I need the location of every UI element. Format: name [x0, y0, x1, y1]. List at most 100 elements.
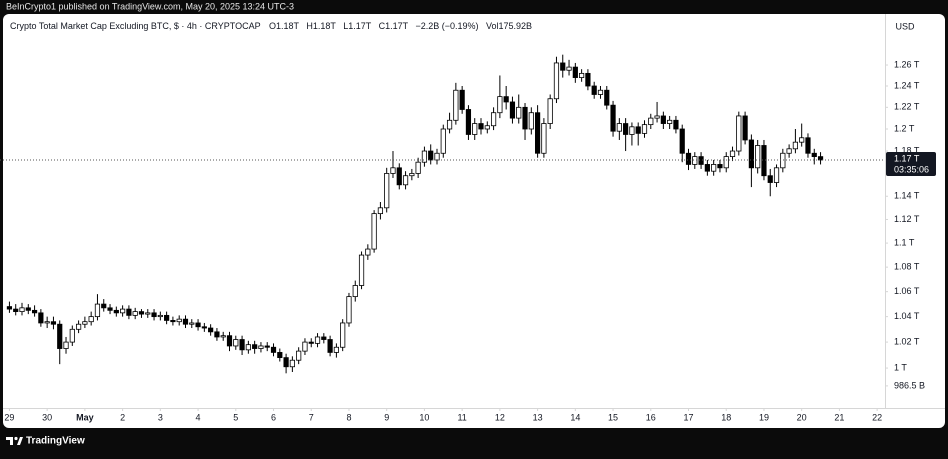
candle-body — [698, 156, 704, 165]
candle-body — [535, 112, 541, 154]
y-tick-label: 986.5 B — [894, 380, 925, 390]
candle-body — [264, 345, 270, 348]
candle-body — [591, 85, 597, 95]
candle-body — [610, 104, 616, 132]
price-label-box — [886, 151, 936, 176]
candle-body — [453, 89, 459, 121]
candle-body — [126, 308, 132, 316]
y-tick-label: 1.1 T — [894, 237, 915, 247]
candle-body — [283, 357, 289, 368]
candle-body — [465, 109, 472, 135]
candle-body — [673, 119, 679, 130]
candle-body — [233, 339, 239, 347]
candle-body — [402, 175, 409, 186]
candle-body — [660, 115, 666, 124]
x-tick-label: 9 — [384, 412, 389, 422]
candle-body — [44, 321, 50, 324]
footer-brand: TradingView — [26, 436, 85, 447]
candle-body — [214, 331, 220, 338]
y-tick-label: 1.26 T — [894, 59, 920, 69]
legend-high: H1.18T — [306, 21, 336, 31]
legend-close: C1.17T — [379, 21, 409, 31]
candle-body — [415, 161, 421, 174]
candle-body — [503, 96, 509, 103]
candle-body — [226, 335, 233, 347]
y-tick-label: 1.22 T — [894, 102, 920, 112]
candle-body — [308, 341, 314, 344]
y-tick-label: 1.06 T — [894, 286, 920, 296]
candle-body — [755, 145, 761, 169]
candle-body — [566, 66, 572, 71]
y-tick-label: 1.2 T — [894, 123, 915, 133]
legend-volume: Vol175.92B — [486, 21, 532, 31]
x-tick-label: 8 — [346, 412, 351, 422]
candle-body — [38, 312, 44, 324]
candle-body — [446, 119, 453, 130]
candle-body — [516, 106, 522, 119]
y-tick-label: 1.14 T — [894, 191, 920, 201]
x-tick-label: 13 — [533, 412, 543, 422]
candle-body — [572, 66, 578, 78]
x-tick-label: 30 — [42, 412, 52, 422]
candle-body — [421, 150, 428, 163]
candle-body — [57, 323, 63, 349]
y-tick-label: 1.24 T — [894, 80, 920, 90]
logo-mark — [17, 437, 23, 445]
published-note: BeInCrypto1 published on TradingView.com… — [6, 1, 294, 11]
y-tick-label: 1.08 T — [894, 262, 920, 272]
candle-body — [509, 101, 516, 119]
candle-body — [176, 318, 182, 323]
candle-body — [94, 303, 101, 318]
candle-body — [440, 128, 446, 154]
candle-body — [817, 156, 824, 161]
axes: 1.26 T1.24 T1.22 T1.2 T1.18 T1.16 T1.14 … — [4, 59, 936, 422]
candle-body — [208, 327, 214, 333]
x-tick-label: 7 — [309, 412, 314, 422]
candle-body — [522, 106, 528, 130]
candle-body — [164, 314, 170, 321]
legend-open: O1.18T — [269, 21, 300, 31]
candle-body — [629, 126, 635, 135]
candle-body — [490, 112, 497, 127]
candle-body — [63, 341, 69, 349]
candle-body — [151, 312, 157, 318]
candle-body — [157, 314, 163, 318]
candle-body — [623, 123, 629, 135]
candle-body — [6, 306, 13, 310]
candle-body — [792, 141, 799, 150]
candle-body — [289, 359, 295, 368]
x-tick-label: 6 — [271, 412, 276, 422]
candle-body — [704, 164, 710, 172]
y-tick-label: 1.12 T — [894, 214, 920, 224]
candle-body — [648, 117, 654, 126]
x-tick-label: 15 — [608, 412, 618, 422]
candle-body — [409, 173, 415, 177]
candle-body — [597, 89, 604, 95]
legend-low: L1.17T — [343, 21, 372, 31]
candle-body — [428, 150, 434, 161]
candle-body — [365, 248, 371, 256]
candle-body — [113, 309, 119, 314]
x-tick-label: May — [76, 412, 94, 422]
candle-body — [748, 139, 754, 169]
candle-body — [736, 115, 742, 152]
candle-body — [170, 320, 176, 323]
x-tick-label: 16 — [646, 412, 656, 422]
candle-body — [780, 152, 786, 169]
candle-body — [729, 150, 736, 158]
candle-body — [327, 339, 333, 353]
candle-body — [396, 167, 402, 186]
x-tick-label: 11 — [457, 412, 466, 422]
y-tick-label: 1.04 T — [894, 311, 920, 321]
candle-body — [604, 89, 610, 106]
x-tick-label: 29 — [4, 412, 14, 422]
candle-body — [654, 115, 660, 119]
candle-body — [711, 164, 717, 172]
x-tick-label: 3 — [158, 412, 163, 422]
candle-body — [742, 115, 748, 141]
x-tick-label: 2 — [120, 412, 125, 422]
chart-panel — [3, 14, 945, 428]
x-tick-label: 10 — [419, 412, 429, 422]
candle-body — [723, 156, 729, 169]
